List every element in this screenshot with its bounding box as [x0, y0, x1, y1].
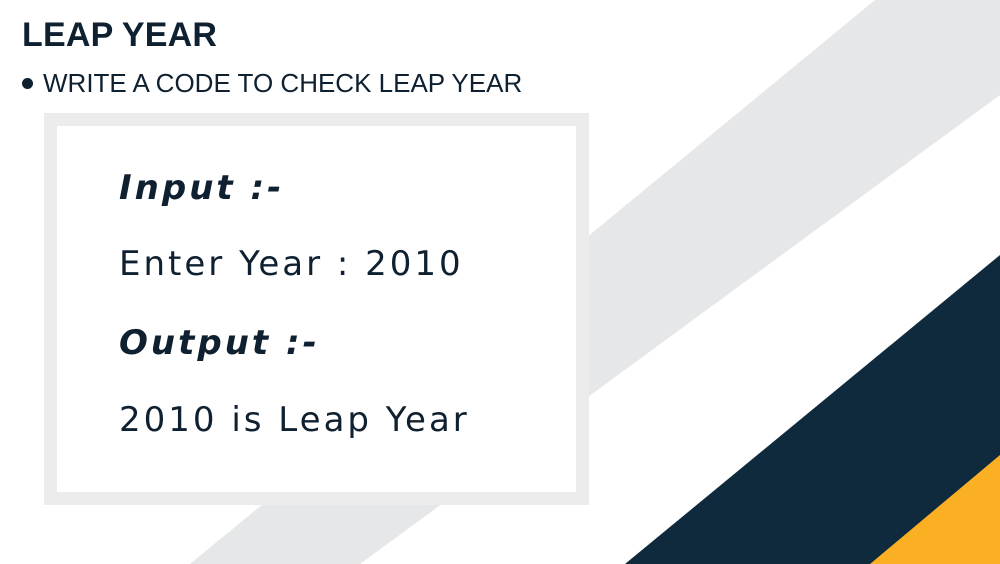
- example-card: Input :- Enter Year : 2010 Output :- 201…: [44, 113, 589, 505]
- input-example-text: Enter Year : 2010: [119, 244, 464, 284]
- bullet-item: WRITE A CODE TO CHECK LEAP YEAR: [22, 68, 522, 99]
- slide-title: LEAP YEAR: [22, 16, 218, 54]
- output-label: Output :-: [119, 323, 320, 363]
- input-label: Input :-: [119, 168, 285, 208]
- bullet-text: WRITE A CODE TO CHECK LEAP YEAR: [43, 68, 523, 98]
- output-example-text: 2010 is Leap Year: [119, 400, 470, 440]
- accent-diagonal-stripe: [870, 455, 1000, 564]
- bullet-dot-icon: [22, 78, 33, 89]
- dark-diagonal-stripe: [625, 255, 1000, 564]
